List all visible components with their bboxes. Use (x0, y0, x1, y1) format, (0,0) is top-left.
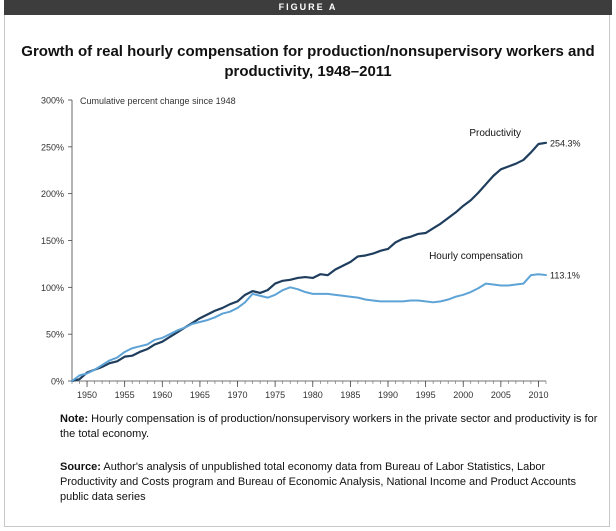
x-tick-label: 1980 (303, 390, 323, 400)
x-tick-label: 1970 (228, 390, 248, 400)
note-text: Hourly compensation is of production/non… (60, 413, 598, 440)
chart-note: Note: Hourly compensation is of producti… (60, 412, 600, 442)
line-chart: 0% 50% 100% 150% 200% 250% 300% 1950 1955 1960 196… (41, 96, 581, 401)
chart-title: Growth of real hourly compensation for p… (21, 43, 595, 80)
y-tick-label: 0% (51, 377, 64, 387)
figure-frame (4, 15, 610, 527)
x-tick-label: 1965 (190, 390, 210, 400)
x-tick-label: 2000 (453, 390, 473, 400)
hourly-compensation-line (71, 273, 547, 382)
hourly-compensation-end-label: 113.1% (550, 271, 580, 281)
x-tick-label: 1955 (115, 390, 135, 400)
x-tick-label: 1985 (340, 390, 360, 400)
x-tick-label: 1950 (77, 390, 97, 400)
figure-label: FIGURE A (4, 0, 612, 15)
note-label: Note: (60, 413, 89, 425)
y-tick-label: 300% (41, 96, 64, 106)
x-tick-label: 1960 (152, 390, 172, 400)
y-tick-label: 200% (41, 189, 64, 199)
source-label: Source: (60, 461, 101, 473)
hourly-compensation-series-label: Hourly compensation (429, 251, 523, 262)
source-text: Author's analysis of unpublished total e… (60, 461, 577, 503)
x-tick-label: 1990 (378, 390, 398, 400)
y-tick-label: 150% (41, 236, 64, 246)
y-tick-label: 50% (46, 330, 64, 340)
chart-source: Source: Author's analysis of unpublished… (60, 460, 600, 505)
productivity-end-label: 254.3% (550, 138, 581, 148)
x-tick-label: 1995 (416, 390, 436, 400)
x-tick-label: 1975 (265, 390, 285, 400)
y-tick-label: 100% (41, 283, 64, 293)
productivity-series-label: Productivity (469, 128, 521, 139)
x-tick-label: 2010 (528, 390, 548, 400)
y-tick-label: 250% (41, 142, 64, 152)
y-axis-label: Cumulative percent change since 1948 (80, 96, 236, 106)
productivity-line (70, 141, 548, 383)
x-tick-label: 2005 (491, 390, 511, 400)
